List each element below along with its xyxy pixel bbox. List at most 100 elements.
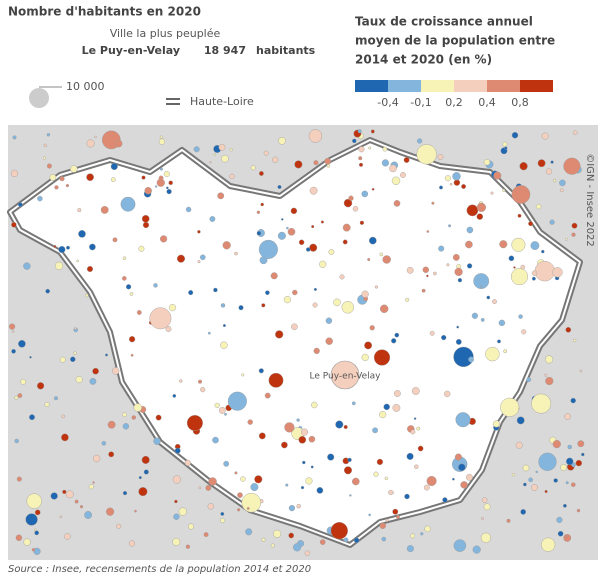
source: Source : Insee, recensements de la popul…	[8, 564, 311, 575]
commune-bubble	[49, 174, 57, 181]
commune-bubble	[44, 402, 50, 408]
commune-bubble	[361, 353, 369, 362]
commune-bubble	[468, 356, 474, 363]
commune-bubble	[361, 190, 369, 198]
commune-bubble	[238, 305, 244, 311]
commune-bubble	[335, 420, 344, 429]
commune-bubble	[256, 231, 262, 236]
commune-bubble	[264, 392, 271, 399]
commune-bubble	[368, 236, 377, 245]
commune-bubble	[349, 494, 352, 497]
commune-bubble	[207, 331, 211, 335]
commune-bubble	[213, 287, 218, 293]
commune-bubble	[213, 153, 217, 156]
commune-bubble	[258, 368, 264, 374]
commune-bubble	[404, 493, 410, 500]
boundary-legend-label: Haute-Loire	[190, 95, 254, 108]
commune-bubble	[433, 271, 437, 276]
commune-bubble	[26, 493, 42, 509]
commune-bubble	[61, 414, 66, 419]
city-name: Le Puy-en-Velay	[82, 44, 180, 57]
commune-bubble	[563, 534, 572, 542]
commune-bubble	[172, 394, 177, 398]
commune-bubble	[518, 314, 523, 319]
commune-bubble	[325, 337, 333, 345]
commune-bubble	[485, 346, 500, 362]
commune-bubble	[258, 432, 266, 440]
commune-bubble	[50, 492, 58, 500]
commune-bubble	[296, 504, 301, 509]
commune-bubble	[393, 200, 401, 207]
commune-bubble	[480, 317, 485, 322]
commune-bubble	[305, 477, 313, 485]
commune-bubble	[209, 161, 212, 164]
commune-bubble	[223, 460, 230, 467]
commune-bubble	[270, 272, 278, 280]
commune-bubble	[283, 296, 292, 304]
commune-bubble	[411, 387, 420, 395]
commune-bubble	[293, 543, 302, 552]
commune-bubble	[541, 132, 549, 140]
commune-bubble	[575, 459, 582, 467]
commune-bubble	[46, 133, 51, 137]
commune-bubble	[379, 411, 387, 419]
commune-bubble	[207, 503, 215, 510]
commune-bubble	[15, 534, 23, 541]
commune-bubble	[480, 532, 492, 543]
commune-bubble	[372, 427, 378, 434]
commune-bubble	[545, 376, 554, 386]
commune-bubble	[285, 483, 289, 487]
commune-bubble	[165, 326, 172, 332]
commune-bubble	[384, 476, 388, 481]
commune-bubble	[218, 406, 226, 414]
commune-bubble	[288, 505, 296, 512]
commune-bubble	[405, 297, 410, 302]
commune-bubble	[62, 489, 67, 494]
commune-bubble	[523, 482, 527, 487]
commune-bubble	[457, 278, 462, 283]
commune-bubble	[379, 252, 384, 257]
commune-bubble	[168, 304, 177, 312]
commune-bubble	[531, 393, 551, 414]
commune-bubble	[391, 176, 401, 186]
commune-bubble	[465, 473, 473, 481]
commune-bubble	[272, 156, 279, 163]
commune-bubble	[222, 324, 226, 328]
commune-bubble	[565, 237, 568, 241]
commune-bubble	[129, 336, 136, 343]
commune-bubble	[466, 204, 479, 217]
commune-bubble	[453, 346, 474, 367]
city-label: Le Puy-en-Velay	[310, 372, 382, 382]
commune-bubble	[105, 353, 108, 357]
commune-bubble	[544, 373, 548, 377]
commune-bubble	[261, 303, 266, 308]
commune-bubble	[179, 379, 183, 383]
commune-bubble	[454, 267, 463, 277]
commune-bubble	[579, 369, 583, 373]
commune-bubble	[492, 420, 500, 428]
commune-bubble	[203, 532, 209, 537]
commune-bubble	[122, 276, 127, 281]
commune-bubble	[42, 156, 46, 160]
commune-bubble	[465, 240, 473, 249]
commune-bubble	[382, 255, 391, 264]
commune-bubble	[188, 290, 194, 296]
commune-bubble	[571, 222, 578, 229]
color-class	[388, 80, 421, 92]
commune-bubble	[154, 185, 158, 188]
commune-bubble	[142, 221, 150, 229]
commune-bubble	[268, 372, 284, 388]
commune-bubble	[143, 469, 149, 475]
commune-bubble	[153, 437, 161, 445]
commune-bubble	[290, 207, 298, 215]
commune-bubble	[197, 379, 202, 384]
commune-bubble	[277, 231, 286, 240]
commune-bubble	[567, 444, 572, 450]
city-caption: Ville la plus peuplée	[110, 27, 221, 40]
commune-bubble	[385, 518, 389, 522]
commune-bubble	[367, 258, 371, 262]
city-population: 18 947	[204, 44, 246, 57]
commune-bubble	[520, 509, 527, 515]
commune-bubble	[374, 285, 378, 289]
commune-bubble	[479, 285, 483, 289]
